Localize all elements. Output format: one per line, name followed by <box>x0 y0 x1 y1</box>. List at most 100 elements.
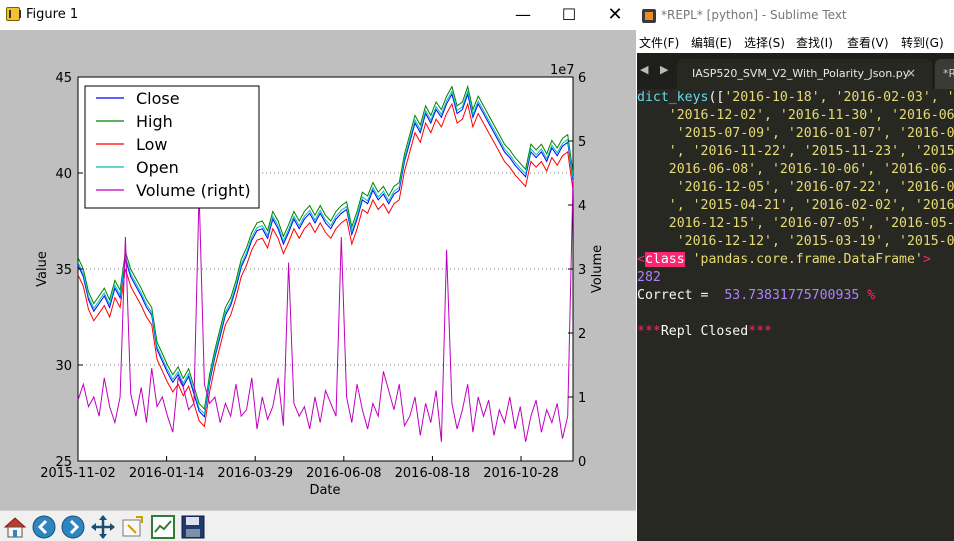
code-line: ', '2015-04-21', '2016-02-02', '2016 <box>637 198 954 213</box>
pan-icon[interactable] <box>90 514 116 540</box>
save-icon[interactable] <box>180 514 206 540</box>
sublime-titlebar[interactable]: *REPL* [python] - Sublime Text <box>637 0 954 31</box>
grid-lines <box>78 172 573 366</box>
repl-closed-text: Repl Closed <box>660 324 749 339</box>
legend-label: High <box>136 112 173 131</box>
minimize-button[interactable]: — <box>515 5 531 24</box>
y2-tick-label: 1 <box>578 391 586 406</box>
y2-tick-label: 5 <box>578 135 586 150</box>
code-line: '2016-12-02', '2016-11-30', '2016-06- <box>637 108 954 123</box>
class-gt: > <box>922 252 931 267</box>
y2-tick-label: 0 <box>578 455 586 470</box>
close-button[interactable]: ✕ <box>607 4 623 25</box>
series-line-volume-right- <box>77 179 574 442</box>
y2-tick-label: 6 <box>578 71 586 86</box>
y-tick-label: 40 <box>55 167 72 182</box>
y-tick-label: 35 <box>55 263 72 278</box>
x-tick-label: 2016-10-28 <box>483 466 559 481</box>
figure-canvas[interactable]: 25 30 35 40 45 0 1 2 3 4 5 6 2015-11-02 2016-01-14 201… <box>0 30 636 510</box>
figure-toolbar <box>0 510 636 541</box>
code-line: 2016-12-15', '2016-07-05', '2016-05- <box>637 216 954 231</box>
class-type: 'pandas.core.frame.DataFrame' <box>684 252 923 267</box>
series-lines <box>77 84 574 442</box>
class-line: <class 'pandas.core.frame.DataFrame'> <box>637 251 931 269</box>
tab-repl-label: *R <box>943 67 954 80</box>
back-icon[interactable] <box>31 514 57 540</box>
correct-value: 53.73831775700935 <box>716 288 868 303</box>
class-lt: < <box>637 252 645 267</box>
sublime-tabbar: ◀ ▶ IASP520_SVM_V2_With_Polarity_Json.py… <box>637 53 954 89</box>
legend-box <box>84 85 260 209</box>
series-line-high <box>77 84 574 411</box>
x-axis-label: Date <box>309 483 340 498</box>
figure-window: Figure 1 — ☐ ✕ 25 30 35 40 45 0 1 2 3 4 5 6 2015-11-… <box>0 0 636 541</box>
home-icon[interactable] <box>2 514 28 540</box>
sublime-window: *REPL* [python] - Sublime Text 文件(F) 编辑(… <box>637 0 954 541</box>
tab-close-icon[interactable]: × <box>906 66 917 80</box>
code-line: ', '2016-11-22', '2015-11-23', '2015 <box>637 144 954 159</box>
repl-closed-line: ***Repl Closed*** <box>637 323 772 341</box>
y-axis-label: Value <box>35 251 50 287</box>
menu-file[interactable]: 文件(F) <box>639 36 680 50</box>
code-line: '2015-07-09', '2016-01-07', '2016-0 <box>637 126 954 141</box>
legend: Close High Low Open Volume (right) <box>84 85 260 209</box>
correct-percent: % <box>867 288 876 303</box>
y-tick-label: 45 <box>55 71 72 86</box>
x-tick-label: 2016-08-18 <box>395 466 471 481</box>
correct-label: Correct = <box>637 288 717 303</box>
tab-label: IASP520_SVM_V2_With_Polarity_Json.py <box>692 67 910 80</box>
code-string: '2016-10-18', '2016-02-03', ' <box>724 90 954 105</box>
series-line-open <box>77 89 574 416</box>
y2-tick-label: 3 <box>578 263 586 278</box>
menu-selection[interactable]: 选择(S) <box>744 36 785 50</box>
menu-edit[interactable]: 编辑(E) <box>691 36 732 50</box>
y2-axis-label: Volume <box>590 245 605 293</box>
subplots-icon[interactable] <box>150 514 176 540</box>
x-tick-label: 2016-01-14 <box>129 466 205 481</box>
tab-nav-arrows[interactable]: ◀ ▶ <box>640 63 673 76</box>
y2-tick-label: 4 <box>578 199 586 214</box>
code-punct: ([ <box>708 90 725 105</box>
menu-view[interactable]: 查看(V) <box>847 36 889 50</box>
sublime-title: *REPL* [python] - Sublime Text <box>661 8 847 22</box>
legend-label: Open <box>136 158 179 177</box>
y2-exponent: 1e7 <box>550 63 575 78</box>
menu-find[interactable]: 查找(I) <box>796 36 833 50</box>
repl-stars-right: *** <box>748 324 772 339</box>
x-tick-label: 2016-06-08 <box>306 466 382 481</box>
figure-titlebar[interactable]: Figure 1 — ☐ ✕ <box>0 0 636 30</box>
legend-label: Low <box>136 135 168 154</box>
series-line-low <box>77 102 574 428</box>
repl-output[interactable]: dict_keys(['2016-10-18', '2016-02-03', '… <box>637 89 954 541</box>
series-line-close <box>77 92 574 418</box>
sublime-app-icon <box>642 9 656 23</box>
legend-label: Close <box>136 89 180 108</box>
figure-title: Figure 1 <box>26 7 79 22</box>
y2-tick-label: 2 <box>578 327 586 342</box>
code-line: dict_keys(['2016-10-18', '2016-02-03', ' <box>637 89 954 107</box>
code-function: dict_keys <box>637 90 709 105</box>
x-tick-label: 2016-03-29 <box>217 466 293 481</box>
matplotlib-app-icon <box>6 7 21 21</box>
code-line: '2016-12-05', '2016-07-22', '2016-0 <box>637 180 954 195</box>
maximize-button[interactable]: ☐ <box>561 5 577 24</box>
zoom-icon[interactable] <box>120 514 146 540</box>
code-line: '2016-12-12', '2015-03-19', '2015-0 <box>637 234 954 249</box>
forward-icon[interactable] <box>60 514 86 540</box>
tab-active-file[interactable]: IASP520_SVM_V2_With_Polarity_Json.py × <box>677 59 932 89</box>
y-tick-label: 25 <box>55 455 72 470</box>
x-tick-label: 2015-11-02 <box>40 466 116 481</box>
y-tick-label: 30 <box>55 359 72 374</box>
correct-line: Correct = 53.73831775700935 % <box>637 287 875 305</box>
code-line: 2016-06-08', '2016-10-06', '2016-06- <box>637 162 954 177</box>
sublime-menubar: 文件(F) 编辑(E) 选择(S) 查找(I) 查看(V) 转到(G) <box>637 31 954 53</box>
repl-stars-left: *** <box>637 324 661 339</box>
menu-goto[interactable]: 转到(G) <box>901 36 944 50</box>
count-line: 282 <box>637 270 661 285</box>
class-keyword: class <box>644 252 685 267</box>
tab-repl[interactable]: *R <box>935 59 954 89</box>
legend-label: Volume (right) <box>136 181 251 200</box>
